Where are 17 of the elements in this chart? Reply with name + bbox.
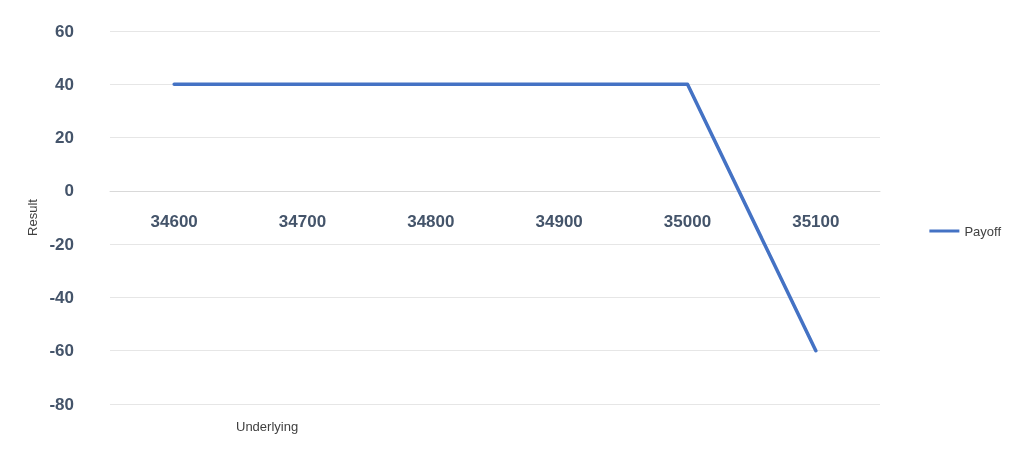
x-tick-label: 34900 — [535, 211, 583, 231]
y-tick-label: -80 — [49, 394, 74, 414]
x-tick-label: 35100 — [792, 211, 840, 231]
y-tick-label: 20 — [55, 128, 74, 148]
x-axis-title: Underlying — [236, 419, 299, 434]
y-axis-title: Result — [24, 198, 40, 236]
x-tick-label: 34600 — [150, 211, 198, 231]
legend-label: Payoff — [964, 223, 1002, 239]
x-tick-label: 34700 — [278, 211, 327, 231]
y-tick-label: -20 — [49, 234, 74, 254]
y-tick-label: -60 — [49, 341, 74, 361]
y-tick-label: 60 — [55, 21, 74, 41]
y-tick-label: 40 — [55, 74, 74, 94]
y-tick-label: 0 — [64, 181, 74, 201]
x-tick-label: 35000 — [663, 211, 712, 231]
y-tick-label: -40 — [49, 287, 74, 307]
x-tick-label: 34800 — [407, 211, 455, 231]
